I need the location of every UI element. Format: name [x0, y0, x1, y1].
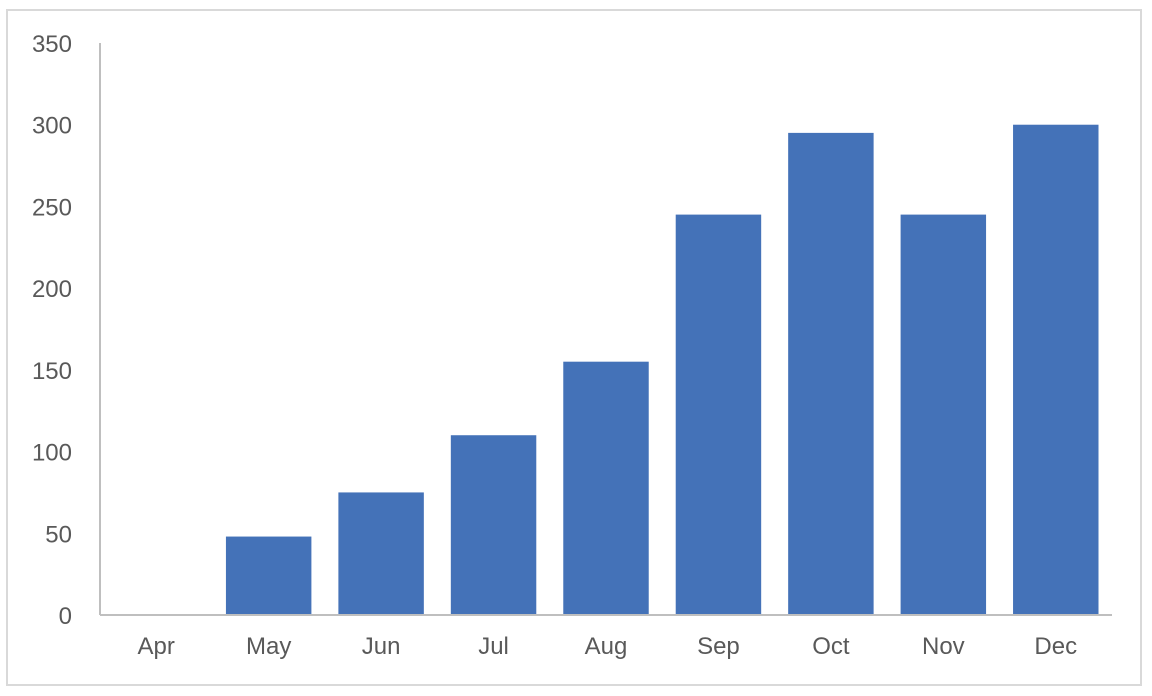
bar-oct — [788, 132, 874, 615]
y-tick-label: 50 — [45, 521, 72, 548]
bar-sep — [675, 214, 762, 615]
bar-jul — [450, 435, 537, 615]
bar-aug — [563, 361, 649, 615]
y-tick-label: 300 — [32, 113, 72, 140]
x-tick-label: Nov — [922, 633, 965, 660]
x-tick-label: May — [246, 633, 291, 660]
x-tick-label: Jun — [362, 633, 401, 660]
y-axis: 0 50 100 150 200 250 300 350 — [32, 31, 101, 630]
y-tick-label: 0 — [59, 603, 72, 630]
x-tick-label: Oct — [812, 633, 850, 660]
y-tick-label: 200 — [32, 276, 72, 303]
x-axis: Apr May Jun Jul Aug Sep Oct Nov Dec — [100, 614, 1112, 660]
x-tick-label: Dec — [1034, 633, 1077, 660]
bars — [225, 124, 1099, 615]
x-tick-label: Apr — [138, 633, 175, 660]
x-tick-label: Aug — [585, 633, 628, 660]
bar-dec — [1013, 124, 1099, 615]
y-tick-label: 100 — [32, 440, 72, 467]
y-tick-label: 350 — [32, 31, 72, 58]
bar-jun — [338, 492, 424, 615]
y-tick-label: 150 — [32, 358, 72, 385]
x-tick-label: Jul — [478, 633, 509, 660]
bar-may — [225, 536, 312, 615]
bar-nov — [900, 214, 987, 615]
y-tick-label: 250 — [32, 194, 72, 221]
x-tick-label: Sep — [697, 633, 740, 660]
